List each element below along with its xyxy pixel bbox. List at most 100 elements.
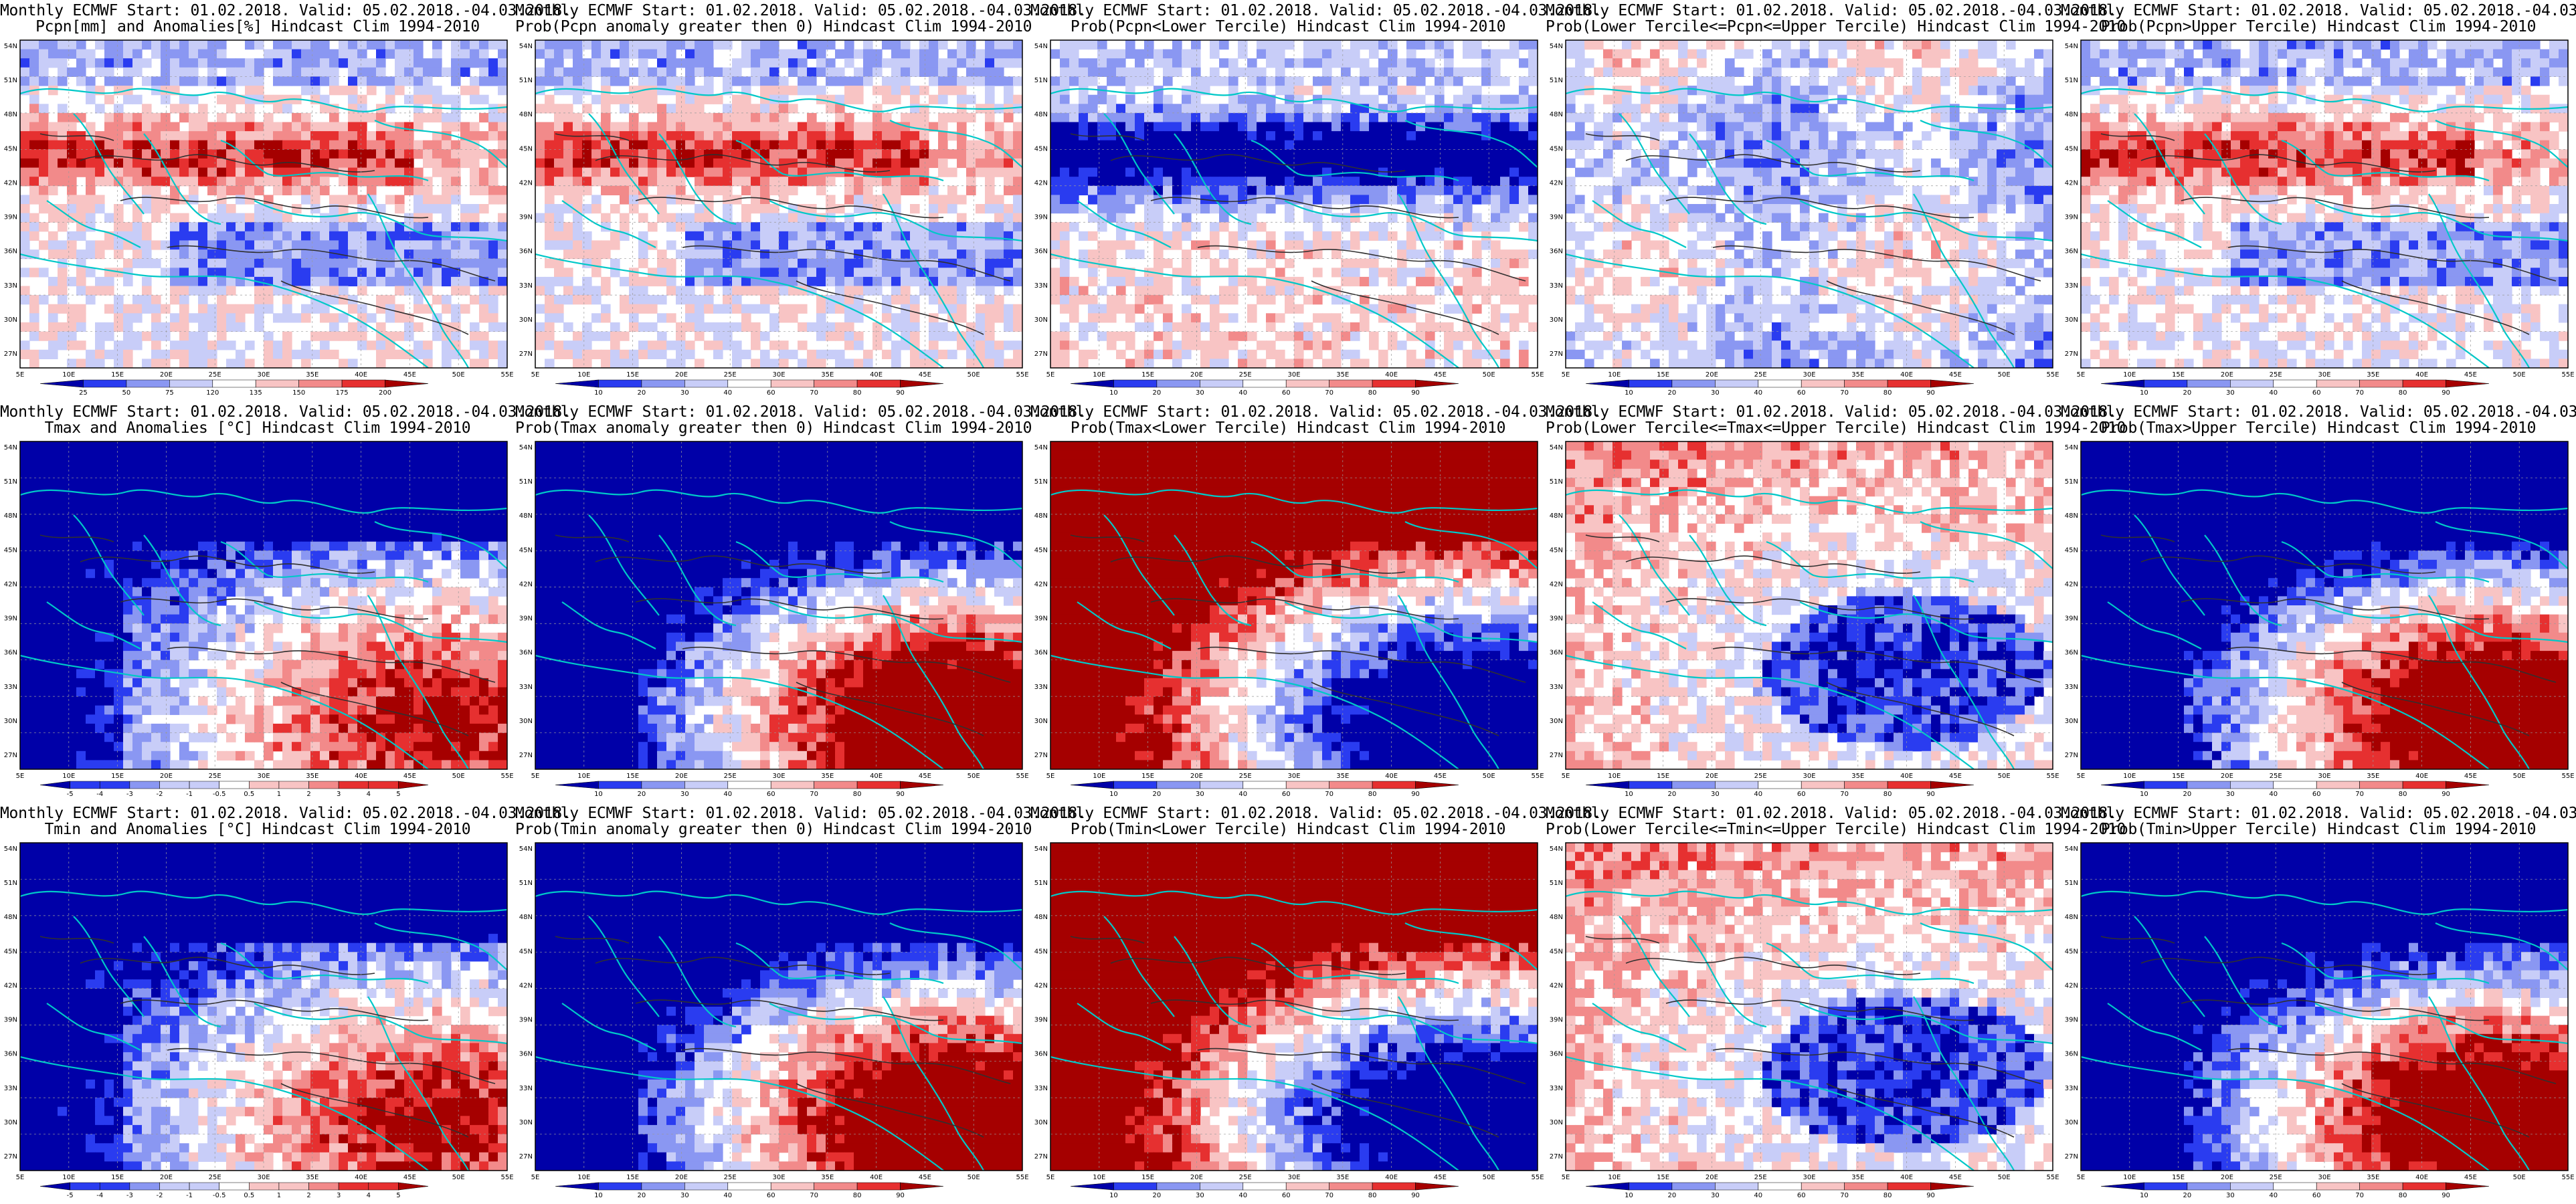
coastline — [1566, 1056, 1974, 1171]
contour-line — [1197, 1047, 1526, 1084]
coastline — [220, 540, 429, 583]
forecast-panel: Monthly ECMWF Start: 01.02.2018. Valid: … — [1030, 803, 1602, 1204]
contour-line — [1625, 957, 1921, 975]
panel-title-line1: Monthly ECMWF Start: 01.02.2018. Valid: … — [2061, 404, 2576, 420]
lat-tick-label: 51N — [4, 880, 17, 887]
lat-tick-label: 48N — [2065, 512, 2078, 520]
coastline — [20, 890, 507, 915]
lat-tick-label: 45N — [1550, 948, 1563, 955]
lat-tick-label: 33N — [519, 282, 533, 290]
colorbar-tick-label: 135 — [250, 389, 262, 397]
coastline — [1920, 120, 2053, 168]
lon-tick-label: 15E — [1141, 773, 1154, 780]
lat-tick-label: 36N — [4, 248, 17, 256]
colorbar-tick-label: 175 — [336, 389, 349, 397]
coastline — [46, 1003, 141, 1051]
lon-tick-label: 35E — [1336, 773, 1349, 780]
lat-tick-label: 36N — [4, 1051, 17, 1058]
coastline — [73, 916, 145, 1017]
coastline — [1284, 1003, 1538, 1045]
colorbar-tick-label: 80 — [2399, 389, 2407, 397]
lon-tick-label: 45E — [1949, 371, 1962, 379]
lon-tick-label: 50E — [2513, 1174, 2526, 1181]
panel-title-line1: Monthly ECMWF Start: 01.02.2018. Valid: … — [2061, 805, 2576, 821]
colorbar-tick-label: 90 — [1926, 1192, 1935, 1199]
lon-tick-label: 55E — [1531, 371, 1544, 379]
colorbar-tick-label: 10 — [2140, 389, 2148, 397]
colorbar-tick-label: 40 — [723, 389, 732, 397]
lon-tick-label: 50E — [1483, 773, 1495, 780]
lat-tick-label: 42N — [1034, 982, 1048, 989]
lon-tick-label: 40E — [2415, 371, 2428, 379]
lat-tick-label: 30N — [1550, 718, 1563, 725]
lon-tick-label: 45E — [919, 773, 931, 780]
lon-tick-label: 35E — [2367, 371, 2379, 379]
colorbar-tick-label: 80 — [1883, 1192, 1892, 1199]
lon-tick-label: 5E — [1046, 1174, 1055, 1181]
coastline — [1284, 601, 1538, 643]
panel-title-line2: Prob(Tmin<Lower Tercile) Hindcast Clim 1… — [1030, 821, 1546, 837]
coastline — [1592, 200, 1687, 248]
lon-tick-label: 25E — [1754, 1174, 1767, 1181]
lon-tick-label: 30E — [772, 371, 785, 379]
lat-tick-label: 33N — [519, 1085, 533, 1092]
colorbar-tick-label: 60 — [2312, 389, 2321, 397]
lon-tick-label: 5E — [1562, 1174, 1570, 1181]
colorbar-tick-label: 80 — [1883, 791, 1892, 798]
colorbar: 25 50 75 120 135 150 175 200 — [39, 379, 429, 397]
lon-tick-label: 10E — [577, 1174, 590, 1181]
lon-tick-label: 5E — [1562, 371, 1570, 379]
contour-line — [2181, 197, 2490, 219]
lon-tick-label: 5E — [1046, 773, 1055, 780]
coastline — [2428, 193, 2530, 368]
map-frame — [535, 441, 1023, 770]
lon-tick-label: 50E — [1483, 371, 1495, 379]
map-svg: 54N 51N 48N 45N 42N 39N 36N 33N 30N 27N 5E 10E 15E 20… — [1034, 842, 1544, 1199]
lon-tick-label: 55E — [2046, 773, 2059, 780]
coastline — [2435, 521, 2568, 569]
lat-tick-label: 27N — [2065, 1153, 2078, 1161]
colorbar-tick-label: -1 — [186, 1192, 193, 1199]
colorbar-tick-label: 80 — [1368, 791, 1377, 798]
map-field — [535, 441, 1022, 769]
forecast-panel: Monthly ECMWF Start: 01.02.2018. Valid: … — [515, 401, 1087, 803]
lon-tick-label: 30E — [1287, 1174, 1300, 1181]
lat-tick-label: 36N — [1034, 1051, 1048, 1058]
lon-tick-label: 30E — [1287, 371, 1300, 379]
lat-tick-label: 45N — [1034, 948, 1048, 955]
colorbar-tick-label: 3 — [337, 1192, 341, 1199]
forecast-panel: Monthly ECMWF Start: 01.02.2018. Valid: … — [0, 803, 571, 1204]
colorbar-tick-label: 80 — [2399, 1192, 2407, 1199]
lon-tick-label: 45E — [2464, 1174, 2477, 1181]
coastline — [2435, 120, 2568, 168]
lat-tick-label: 45N — [2065, 546, 2078, 554]
lon-tick-label: 5E — [16, 1174, 25, 1181]
colorbar-tick-label: 20 — [638, 791, 646, 798]
colorbar-tick-label: 40 — [1754, 791, 1762, 798]
map-frame — [1565, 39, 2053, 369]
coastline — [883, 996, 984, 1171]
coastline — [1404, 521, 1538, 569]
map-frame — [535, 842, 1023, 1171]
lon-tick-label: 30E — [2318, 1174, 2330, 1181]
lat-tick-label: 30N — [519, 1119, 533, 1126]
coastline — [2107, 1003, 2202, 1051]
coastline — [1619, 514, 1690, 616]
colorbar-tick-label: 20 — [2183, 389, 2192, 397]
lat-tick-label: 30N — [1550, 1119, 1563, 1126]
colorbar-tick-label: -1 — [186, 791, 193, 798]
lat-tick-label: 36N — [1550, 649, 1563, 657]
colorbar-tick-label: 30 — [1196, 389, 1204, 397]
contour-line — [280, 1083, 469, 1138]
lat-tick-label: 48N — [2065, 914, 2078, 921]
lon-tick-label: 35E — [1336, 371, 1349, 379]
coastline — [2314, 200, 2568, 242]
lat-tick-label: 39N — [519, 1017, 533, 1024]
panel-title-line2: Prob(Tmax<Lower Tercile) Hindcast Clim 1… — [1030, 420, 1546, 436]
lat-tick-label: 36N — [1034, 649, 1048, 657]
colorbar-tick-label: 10 — [1625, 791, 1633, 798]
lon-tick-label: 10E — [577, 371, 590, 379]
lat-tick-label: 33N — [2065, 1085, 2078, 1092]
coastline — [2081, 253, 2490, 368]
lon-tick-label: 55E — [2046, 371, 2059, 379]
